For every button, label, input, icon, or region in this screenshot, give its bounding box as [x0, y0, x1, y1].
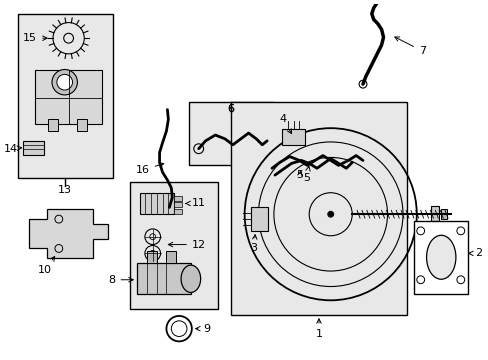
Text: 14: 14 [3, 144, 21, 154]
Text: 5: 5 [296, 170, 303, 180]
Bar [22, 141, 44, 154]
Bar [137, 263, 190, 294]
Bar [230, 102, 406, 315]
Text: 15: 15 [23, 33, 47, 43]
Circle shape [327, 211, 333, 217]
Text: 6: 6 [227, 104, 234, 114]
Bar [77, 120, 87, 131]
Text: 9: 9 [195, 324, 210, 334]
Bar [35, 71, 102, 124]
Bar [174, 195, 182, 201]
Text: 12: 12 [168, 239, 205, 249]
Bar [250, 207, 267, 231]
Text: 3: 3 [250, 235, 257, 253]
Ellipse shape [426, 235, 455, 279]
Bar [146, 251, 156, 263]
Polygon shape [29, 209, 107, 258]
Bar [130, 182, 218, 309]
Text: 5: 5 [302, 166, 309, 183]
Bar [188, 102, 273, 165]
Bar [281, 129, 305, 145]
Text: 8: 8 [108, 275, 133, 285]
Bar [413, 221, 467, 294]
Text: 16: 16 [136, 163, 163, 175]
Text: 7: 7 [394, 37, 425, 56]
Circle shape [57, 75, 72, 90]
Bar [18, 14, 112, 178]
Bar [174, 209, 182, 214]
Circle shape [52, 69, 77, 95]
Bar [140, 193, 174, 214]
Text: 13: 13 [58, 185, 72, 195]
Bar [440, 209, 446, 219]
Bar [166, 251, 176, 263]
Bar [174, 202, 182, 207]
Text: 1: 1 [315, 319, 322, 338]
Text: 11: 11 [185, 198, 205, 208]
Bar [48, 120, 58, 131]
Text: 10: 10 [38, 257, 55, 275]
Text: 4: 4 [279, 114, 291, 134]
Bar [430, 206, 438, 222]
Text: 2: 2 [468, 248, 482, 258]
Text: 6: 6 [227, 104, 234, 114]
Ellipse shape [181, 265, 200, 292]
